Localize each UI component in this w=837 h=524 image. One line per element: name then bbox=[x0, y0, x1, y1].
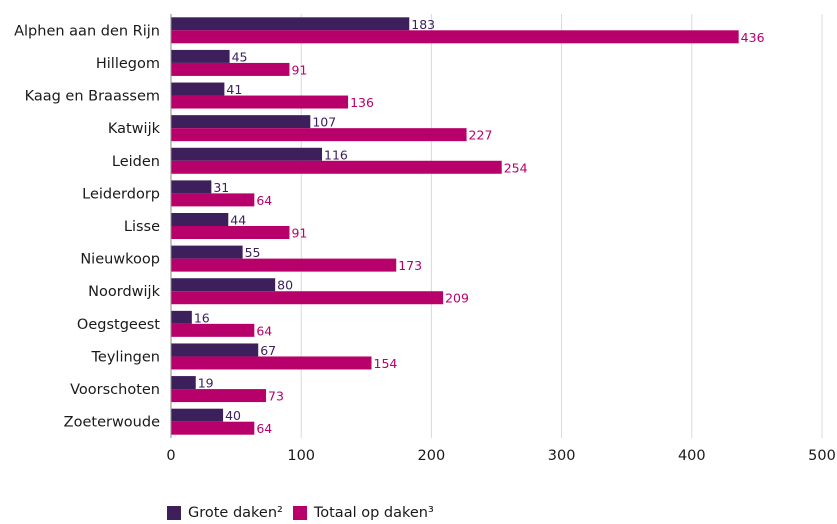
category-labels: Alphen aan den Rijn Hillegom Kaag en Braas… bbox=[14, 23, 160, 430]
bar-grote-daken-noordwijk bbox=[171, 278, 276, 292]
category-label-oegstgeest: Oegstgeest bbox=[77, 317, 160, 333]
value-label: 19 bbox=[198, 376, 214, 391]
bar-grote-daken-oegstgeest bbox=[171, 310, 192, 324]
bar-totaal-op-daken-oegstgeest bbox=[171, 323, 255, 337]
bars: 183 436 45 91 41 136 107 227 116 254 31 64 44 91 55 173… bbox=[171, 17, 765, 436]
legend-label-grote-daken: Grote daken² bbox=[188, 505, 283, 521]
value-label: 64 bbox=[256, 323, 272, 338]
category-label-teylingen: Teylingen bbox=[91, 349, 160, 365]
value-label: 254 bbox=[504, 160, 528, 175]
legend-swatch-grote-daken bbox=[167, 506, 181, 520]
value-label: 64 bbox=[256, 421, 272, 436]
category-label-leiderdorp: Leiderdorp bbox=[82, 186, 160, 202]
legend-item-grote-daken: Grote daken² bbox=[167, 505, 283, 521]
legend: Grote daken² Totaal op daken³ bbox=[167, 505, 444, 521]
bar-totaal-op-daken-hillegom bbox=[171, 62, 290, 76]
value-label: 116 bbox=[324, 147, 348, 162]
value-label: 41 bbox=[226, 82, 242, 97]
value-label: 436 bbox=[741, 30, 765, 45]
category-label-hillegom: Hillegom bbox=[96, 56, 160, 72]
x-tick-label: 300 bbox=[548, 448, 576, 464]
legend-label-totaal-op-daken: Totaal op daken³ bbox=[313, 505, 434, 521]
value-label: 67 bbox=[260, 343, 276, 358]
bar-grote-daken-nieuwkoop bbox=[171, 245, 243, 259]
value-label: 55 bbox=[245, 245, 261, 260]
bar-grote-daken-teylingen bbox=[171, 343, 259, 357]
value-label: 91 bbox=[291, 226, 307, 241]
x-tick-label: 200 bbox=[418, 448, 446, 464]
category-label-lisse: Lisse bbox=[124, 219, 160, 235]
value-label: 80 bbox=[277, 278, 293, 293]
bar-grote-daken-kaag-en-braassem bbox=[171, 82, 225, 96]
category-label-alphen-aan-den-rijn: Alphen aan den Rijn bbox=[14, 23, 160, 39]
bar-grote-daken-voorschoten bbox=[171, 376, 196, 390]
category-label-nieuwkoop: Nieuwkoop bbox=[80, 252, 160, 268]
bar-totaal-op-daken-leiden bbox=[171, 160, 502, 174]
bar-totaal-op-daken-teylingen bbox=[171, 356, 372, 370]
category-label-katwijk: Katwijk bbox=[108, 121, 161, 137]
x-tick-label: 100 bbox=[287, 448, 315, 464]
value-label: 91 bbox=[291, 62, 307, 77]
bar-totaal-op-daken-alphen-aan-den-rijn bbox=[171, 30, 739, 44]
x-tick-labels: 0 100 200 300 400 500 bbox=[166, 448, 835, 464]
value-label: 31 bbox=[213, 180, 229, 195]
category-label-noordwijk: Noordwijk bbox=[88, 284, 160, 300]
value-label: 154 bbox=[374, 356, 398, 371]
bar-totaal-op-daken-nieuwkoop bbox=[171, 258, 397, 272]
value-label: 107 bbox=[312, 115, 336, 130]
gridlines bbox=[300, 14, 823, 438]
bar-grote-daken-hillegom bbox=[171, 49, 230, 63]
value-label: 136 bbox=[350, 95, 374, 110]
value-label: 40 bbox=[225, 408, 241, 423]
x-tick-label: 400 bbox=[678, 448, 706, 464]
bar-grote-daken-leiderdorp bbox=[171, 180, 212, 194]
value-label: 16 bbox=[194, 310, 210, 325]
value-label: 73 bbox=[268, 389, 284, 404]
bar-totaal-op-daken-lisse bbox=[171, 226, 290, 239]
bar-totaal-op-daken-kaag-en-braassem bbox=[171, 95, 349, 109]
category-label-leiden: Leiden bbox=[112, 154, 160, 170]
category-label-kaag-en-braassem: Kaag en Braassem bbox=[25, 89, 160, 105]
value-label: 44 bbox=[230, 213, 246, 228]
bar-totaal-op-daken-katwijk bbox=[171, 128, 467, 142]
category-label-zoeterwoude: Zoeterwoude bbox=[64, 415, 160, 431]
legend-swatch-totaal-op-daken bbox=[292, 506, 307, 520]
value-label: 183 bbox=[411, 17, 435, 32]
x-tick-label: 500 bbox=[808, 448, 836, 464]
value-label: 173 bbox=[398, 258, 422, 273]
bar-grote-daken-zoeterwoude bbox=[171, 408, 224, 422]
bar-grote-daken-lisse bbox=[171, 213, 229, 226]
bar-chart: 183 436 45 91 41 136 107 227 116 254 31 64 44 91 55 173… bbox=[14, 14, 836, 464]
value-label: 45 bbox=[232, 49, 248, 64]
x-tick-label: 0 bbox=[166, 448, 175, 464]
value-label: 209 bbox=[445, 291, 469, 306]
value-label: 227 bbox=[469, 128, 493, 143]
bar-totaal-op-daken-noordwijk bbox=[171, 291, 444, 305]
bar-totaal-op-daken-voorschoten bbox=[171, 389, 267, 403]
bar-grote-daken-alphen-aan-den-rijn bbox=[171, 17, 410, 31]
bar-grote-daken-leiden bbox=[171, 147, 323, 161]
legend-item-totaal-op-daken: Totaal op daken³ bbox=[292, 505, 434, 521]
bar-grote-daken-katwijk bbox=[171, 115, 311, 129]
bar-totaal-op-daken-leiderdorp bbox=[171, 193, 255, 207]
value-label: 64 bbox=[256, 193, 272, 208]
bar-totaal-op-daken-zoeterwoude bbox=[171, 421, 255, 435]
category-label-voorschoten: Voorschoten bbox=[70, 382, 160, 398]
